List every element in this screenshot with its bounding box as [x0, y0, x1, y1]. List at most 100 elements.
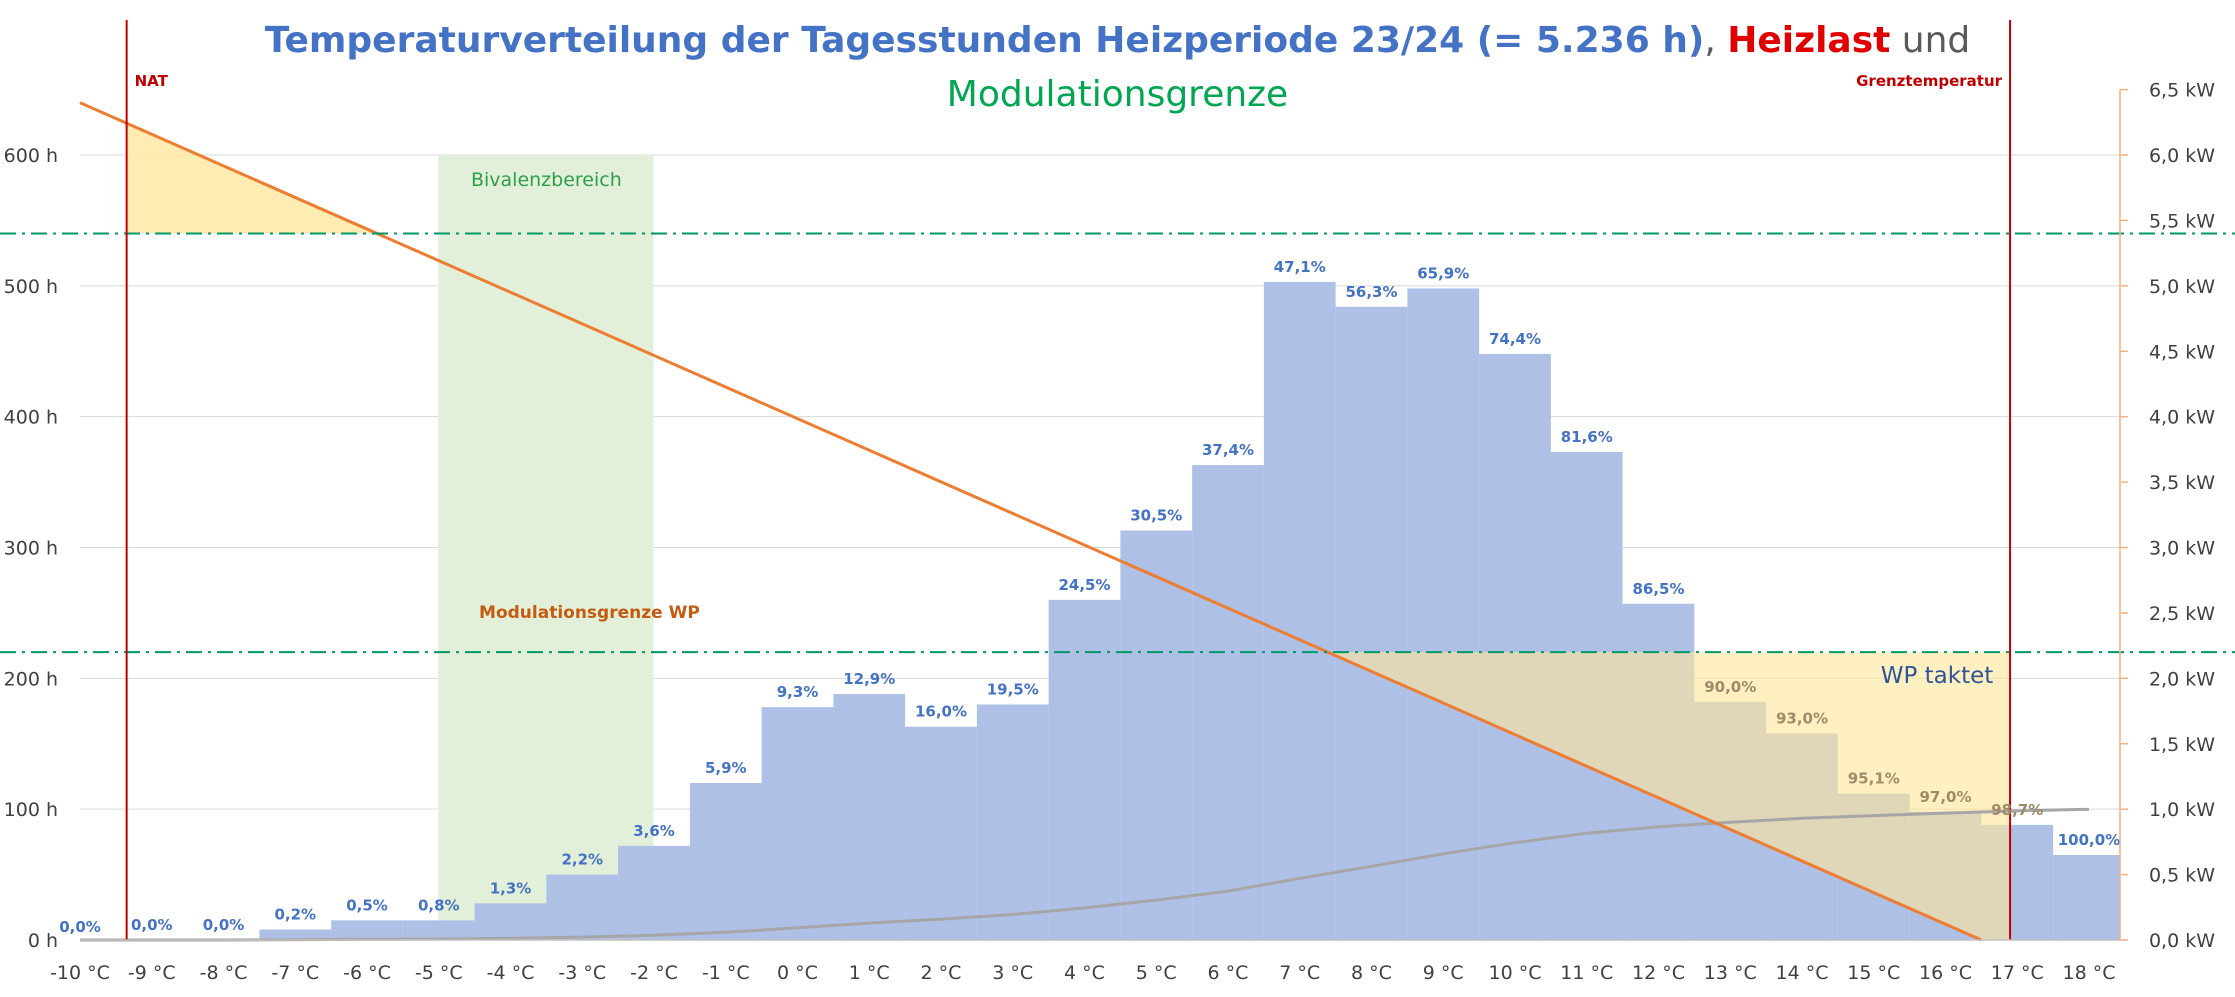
x-tick-label: 8 °C — [1351, 962, 1392, 984]
bar — [331, 920, 403, 940]
bar — [1407, 288, 1480, 940]
data-label: 56,3% — [1345, 283, 1397, 301]
nat-label: NAT — [135, 72, 169, 90]
x-tick-label: 7 °C — [1279, 962, 1320, 984]
bar — [833, 694, 906, 940]
x-tick-label: 0 °C — [777, 962, 818, 984]
chart-title: Temperaturverteilung der Tagesstunden He… — [0, 14, 2235, 122]
bar — [905, 726, 977, 940]
x-tick-label: -10 °C — [50, 962, 110, 984]
bar — [546, 874, 619, 940]
data-label: 74,4% — [1489, 330, 1541, 348]
annotations: NAT Grenztemperatur Bivalenzbereich Modulat… — [135, 72, 2003, 689]
y-right-tick-label: 2,5 kW — [2149, 603, 2215, 625]
y-left-tick-label: 500 h — [4, 276, 58, 298]
data-label: 95,1% — [1848, 769, 1900, 787]
data-label: 0,0% — [131, 916, 173, 934]
data-label: 0,0% — [59, 918, 101, 936]
bivalenz-label: Bivalenzbereich — [471, 169, 622, 191]
title-part-2: Heizlast — [1727, 20, 1891, 61]
x-tick-label: 4 °C — [1064, 962, 1105, 984]
chart-title-line-2: Modulationsgrenze — [946, 74, 1289, 115]
bar — [259, 929, 332, 940]
y-left-tick-label: 600 h — [4, 145, 58, 167]
data-labels: 0,0% 0,0% 0,0% 0,2% 0,5% 0,8% 1,3% 2,2% 3,6% 5,9%… — [59, 258, 2120, 936]
data-label: 16,0% — [915, 703, 967, 721]
data-label: 100,0% — [2058, 831, 2120, 849]
modulation-label: Modulationsgrenze WP — [479, 603, 700, 623]
title-separator: , — [1704, 20, 1728, 61]
grenztemperatur-label: Grenztemperatur — [1856, 72, 2003, 90]
x-tick-label: 18 °C — [2063, 962, 2116, 984]
data-label: 24,5% — [1058, 576, 1110, 594]
bar — [1192, 465, 1264, 940]
bar — [976, 704, 1049, 940]
y-right-tick-label: 2,0 kW — [2149, 668, 2215, 690]
data-label: 47,1% — [1274, 258, 1326, 276]
x-tick-label: -2 °C — [630, 962, 678, 984]
axes: -10 °C -9 °C -8 °C -7 °C -6 °C -5 °C -4 °C -3 °… — [4, 80, 2216, 984]
data-label: 65,9% — [1417, 264, 1469, 282]
bar — [402, 920, 475, 940]
data-label: 86,5% — [1632, 580, 1684, 598]
bar — [1263, 281, 1336, 940]
data-label: 1,3% — [490, 879, 532, 897]
x-tick-label: -3 °C — [558, 962, 606, 984]
bar — [689, 783, 762, 940]
x-tick-label: -4 °C — [487, 962, 535, 984]
y-right-tick-label: 5,5 kW — [2149, 210, 2215, 232]
data-label: 19,5% — [987, 681, 1039, 699]
y-right-tick-label: 4,0 kW — [2149, 407, 2215, 429]
data-label: 30,5% — [1130, 507, 1182, 525]
y-left-tick-label: 100 h — [4, 799, 58, 821]
data-label: 3,6% — [633, 822, 675, 840]
y-left-tick-label: 300 h — [4, 538, 58, 560]
bar — [1479, 353, 1551, 940]
x-tick-label: 6 °C — [1208, 962, 1249, 984]
shaded-regions — [438, 155, 654, 940]
x-tick-label: -6 °C — [343, 962, 391, 984]
x-tick-label: 11 °C — [1560, 962, 1613, 984]
y-right-tick-label: 1,5 kW — [2149, 734, 2215, 756]
x-tick-label: 2 °C — [921, 962, 962, 984]
data-label: 5,9% — [705, 759, 747, 777]
x-tick-label: 5 °C — [1136, 962, 1177, 984]
bar — [474, 903, 547, 940]
y-right-tick-label: 3,5 kW — [2149, 472, 2215, 494]
wp-taktet-label: WP taktet — [1881, 663, 1994, 689]
data-label: 37,4% — [1202, 441, 1254, 459]
x-tick-label: 3 °C — [992, 962, 1033, 984]
y-left-tick-label: 400 h — [4, 407, 58, 429]
y-right-tick-label: 4,5 kW — [2149, 341, 2215, 363]
x-tick-label: -8 °C — [200, 962, 248, 984]
x-tick-label: 16 °C — [1919, 962, 1972, 984]
bar — [2053, 854, 2120, 940]
data-label: 81,6% — [1561, 428, 1613, 446]
y-right-tick-label: 1,0 kW — [2149, 799, 2215, 821]
x-tick-label: 1 °C — [849, 962, 890, 984]
data-label: 0,0% — [203, 916, 245, 934]
y-left-tick-label: 0 h — [28, 930, 58, 952]
data-label: 0,8% — [418, 896, 460, 914]
bivalenz-region — [438, 155, 654, 940]
x-tick-label: 12 °C — [1632, 962, 1685, 984]
data-label: 0,5% — [346, 896, 388, 914]
data-label: 12,9% — [843, 670, 895, 688]
title-part-1: Temperaturverteilung der Tagesstunden He… — [264, 20, 1705, 61]
y-right-tick-label: 0,5 kW — [2149, 865, 2215, 887]
x-tick-label: 10 °C — [1489, 962, 1542, 984]
data-label: 97,0% — [1919, 788, 1971, 806]
data-label: 9,3% — [777, 683, 819, 701]
x-tick-label: -5 °C — [415, 962, 463, 984]
bar — [618, 845, 690, 940]
x-tick-label: -1 °C — [702, 962, 750, 984]
x-tick-label: 17 °C — [1991, 962, 2044, 984]
x-tick-label: -7 °C — [271, 962, 319, 984]
y-right-tick-label: 3,0 kW — [2149, 538, 2215, 560]
x-tick-label: 13 °C — [1704, 962, 1757, 984]
data-label: 98,7% — [1991, 801, 2043, 819]
data-label: 90,0% — [1704, 678, 1756, 696]
bar — [1120, 530, 1193, 940]
x-tick-label: -9 °C — [128, 962, 176, 984]
